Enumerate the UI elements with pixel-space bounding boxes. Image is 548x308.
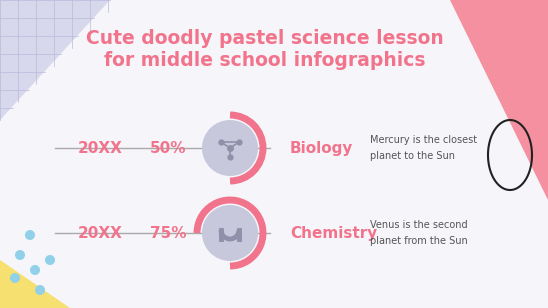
- Text: for middle school infographics: for middle school infographics: [104, 51, 426, 70]
- Text: Mercury is the closest: Mercury is the closest: [370, 135, 477, 145]
- Text: 50%: 50%: [150, 140, 186, 156]
- Text: Venus is the second: Venus is the second: [370, 220, 467, 230]
- Circle shape: [10, 273, 20, 283]
- Text: 20XX: 20XX: [78, 225, 122, 241]
- Circle shape: [25, 230, 35, 240]
- Text: planet to the Sun: planet to the Sun: [370, 151, 455, 161]
- Circle shape: [35, 285, 45, 295]
- Circle shape: [202, 205, 258, 261]
- Circle shape: [15, 250, 25, 260]
- Text: Biology: Biology: [290, 140, 353, 156]
- Circle shape: [202, 120, 258, 176]
- Polygon shape: [390, 0, 548, 200]
- Circle shape: [30, 265, 40, 275]
- Text: 20XX: 20XX: [78, 140, 122, 156]
- Text: 75%: 75%: [150, 225, 186, 241]
- Text: planet from the Sun: planet from the Sun: [370, 236, 468, 246]
- Circle shape: [45, 255, 55, 265]
- Polygon shape: [0, 0, 110, 120]
- Text: Chemistry: Chemistry: [290, 225, 377, 241]
- Polygon shape: [0, 260, 70, 308]
- Text: Cute doodly pastel science lesson: Cute doodly pastel science lesson: [86, 29, 444, 47]
